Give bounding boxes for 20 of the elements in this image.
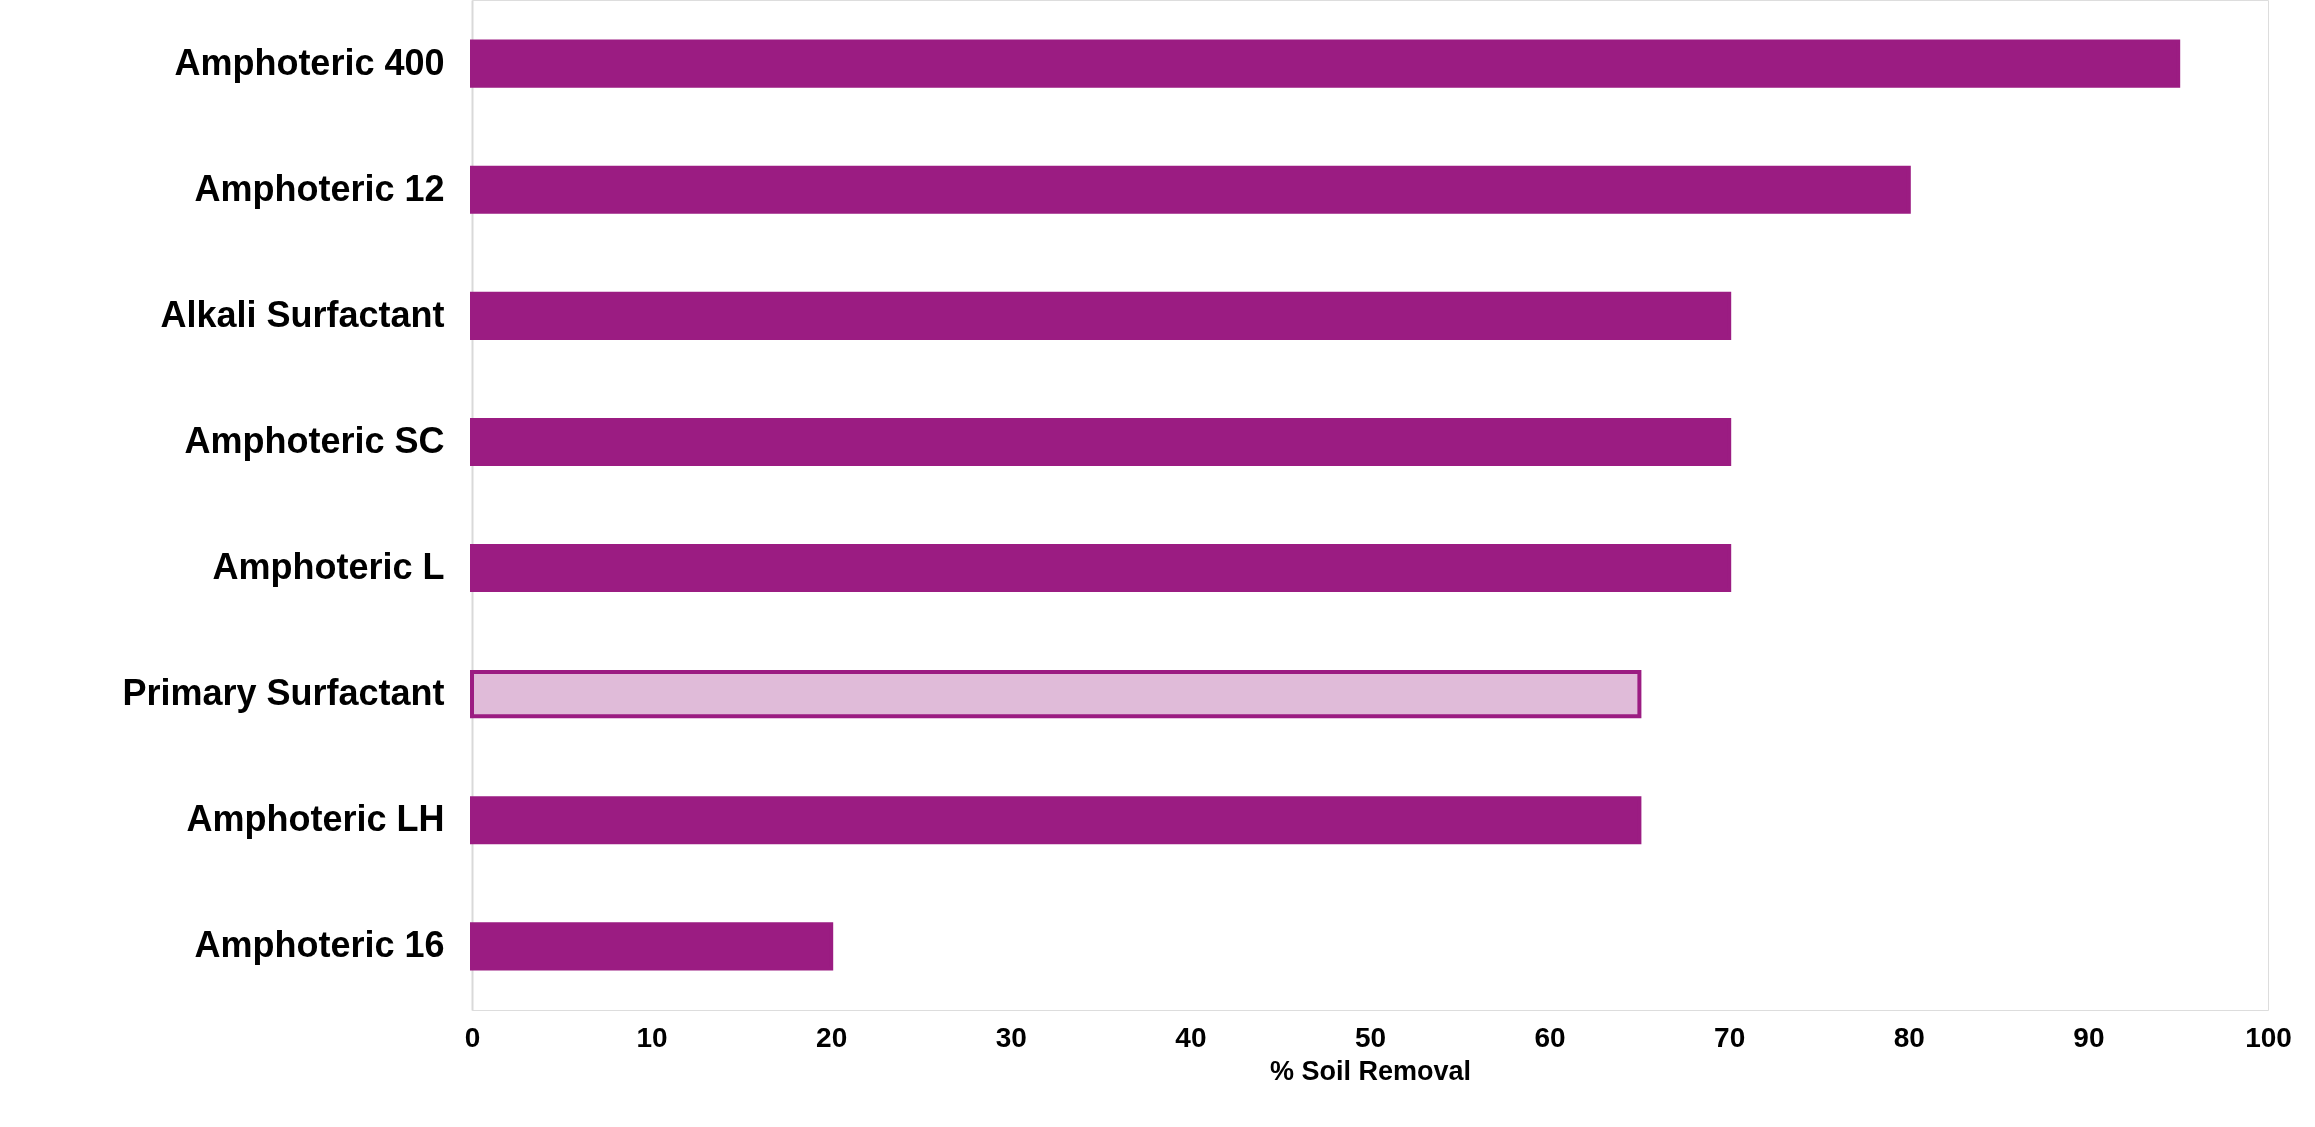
x-tick-label: 90 [2073, 1021, 2105, 1053]
y-tick-label: Amphoteric LH [186, 798, 445, 840]
x-tick-label: 30 [995, 1021, 1027, 1053]
x-tick-label: 10 [636, 1021, 668, 1053]
x-tick-label: 70 [1714, 1021, 1746, 1053]
y-tick-label: Amphoteric 12 [194, 167, 445, 209]
x-tick-label: 80 [1893, 1021, 1925, 1053]
x-tick-label: 50 [1354, 1021, 1387, 1053]
y-tick-label: Primary Surfactant [122, 672, 445, 714]
x-tick-label: 20 [816, 1021, 848, 1053]
x-tick-label: 40 [1175, 1021, 1207, 1053]
x-tick-label: 60 [1534, 1021, 1566, 1053]
x-tick-label: 100 [2245, 1021, 2292, 1053]
x-tick-label: 0 [464, 1021, 481, 1053]
y-tick-label: Amphoteric 400 [174, 41, 445, 83]
y-tick-label: Alkali Surfactant [160, 293, 445, 335]
x-axis-title: % Soil Removal [1269, 1055, 1472, 1086]
y-tick-label: Amphoteric L [212, 546, 445, 588]
y-tick-label: Amphoteric 16 [194, 924, 445, 966]
y-tick-label: Amphoteric SC [184, 419, 445, 461]
